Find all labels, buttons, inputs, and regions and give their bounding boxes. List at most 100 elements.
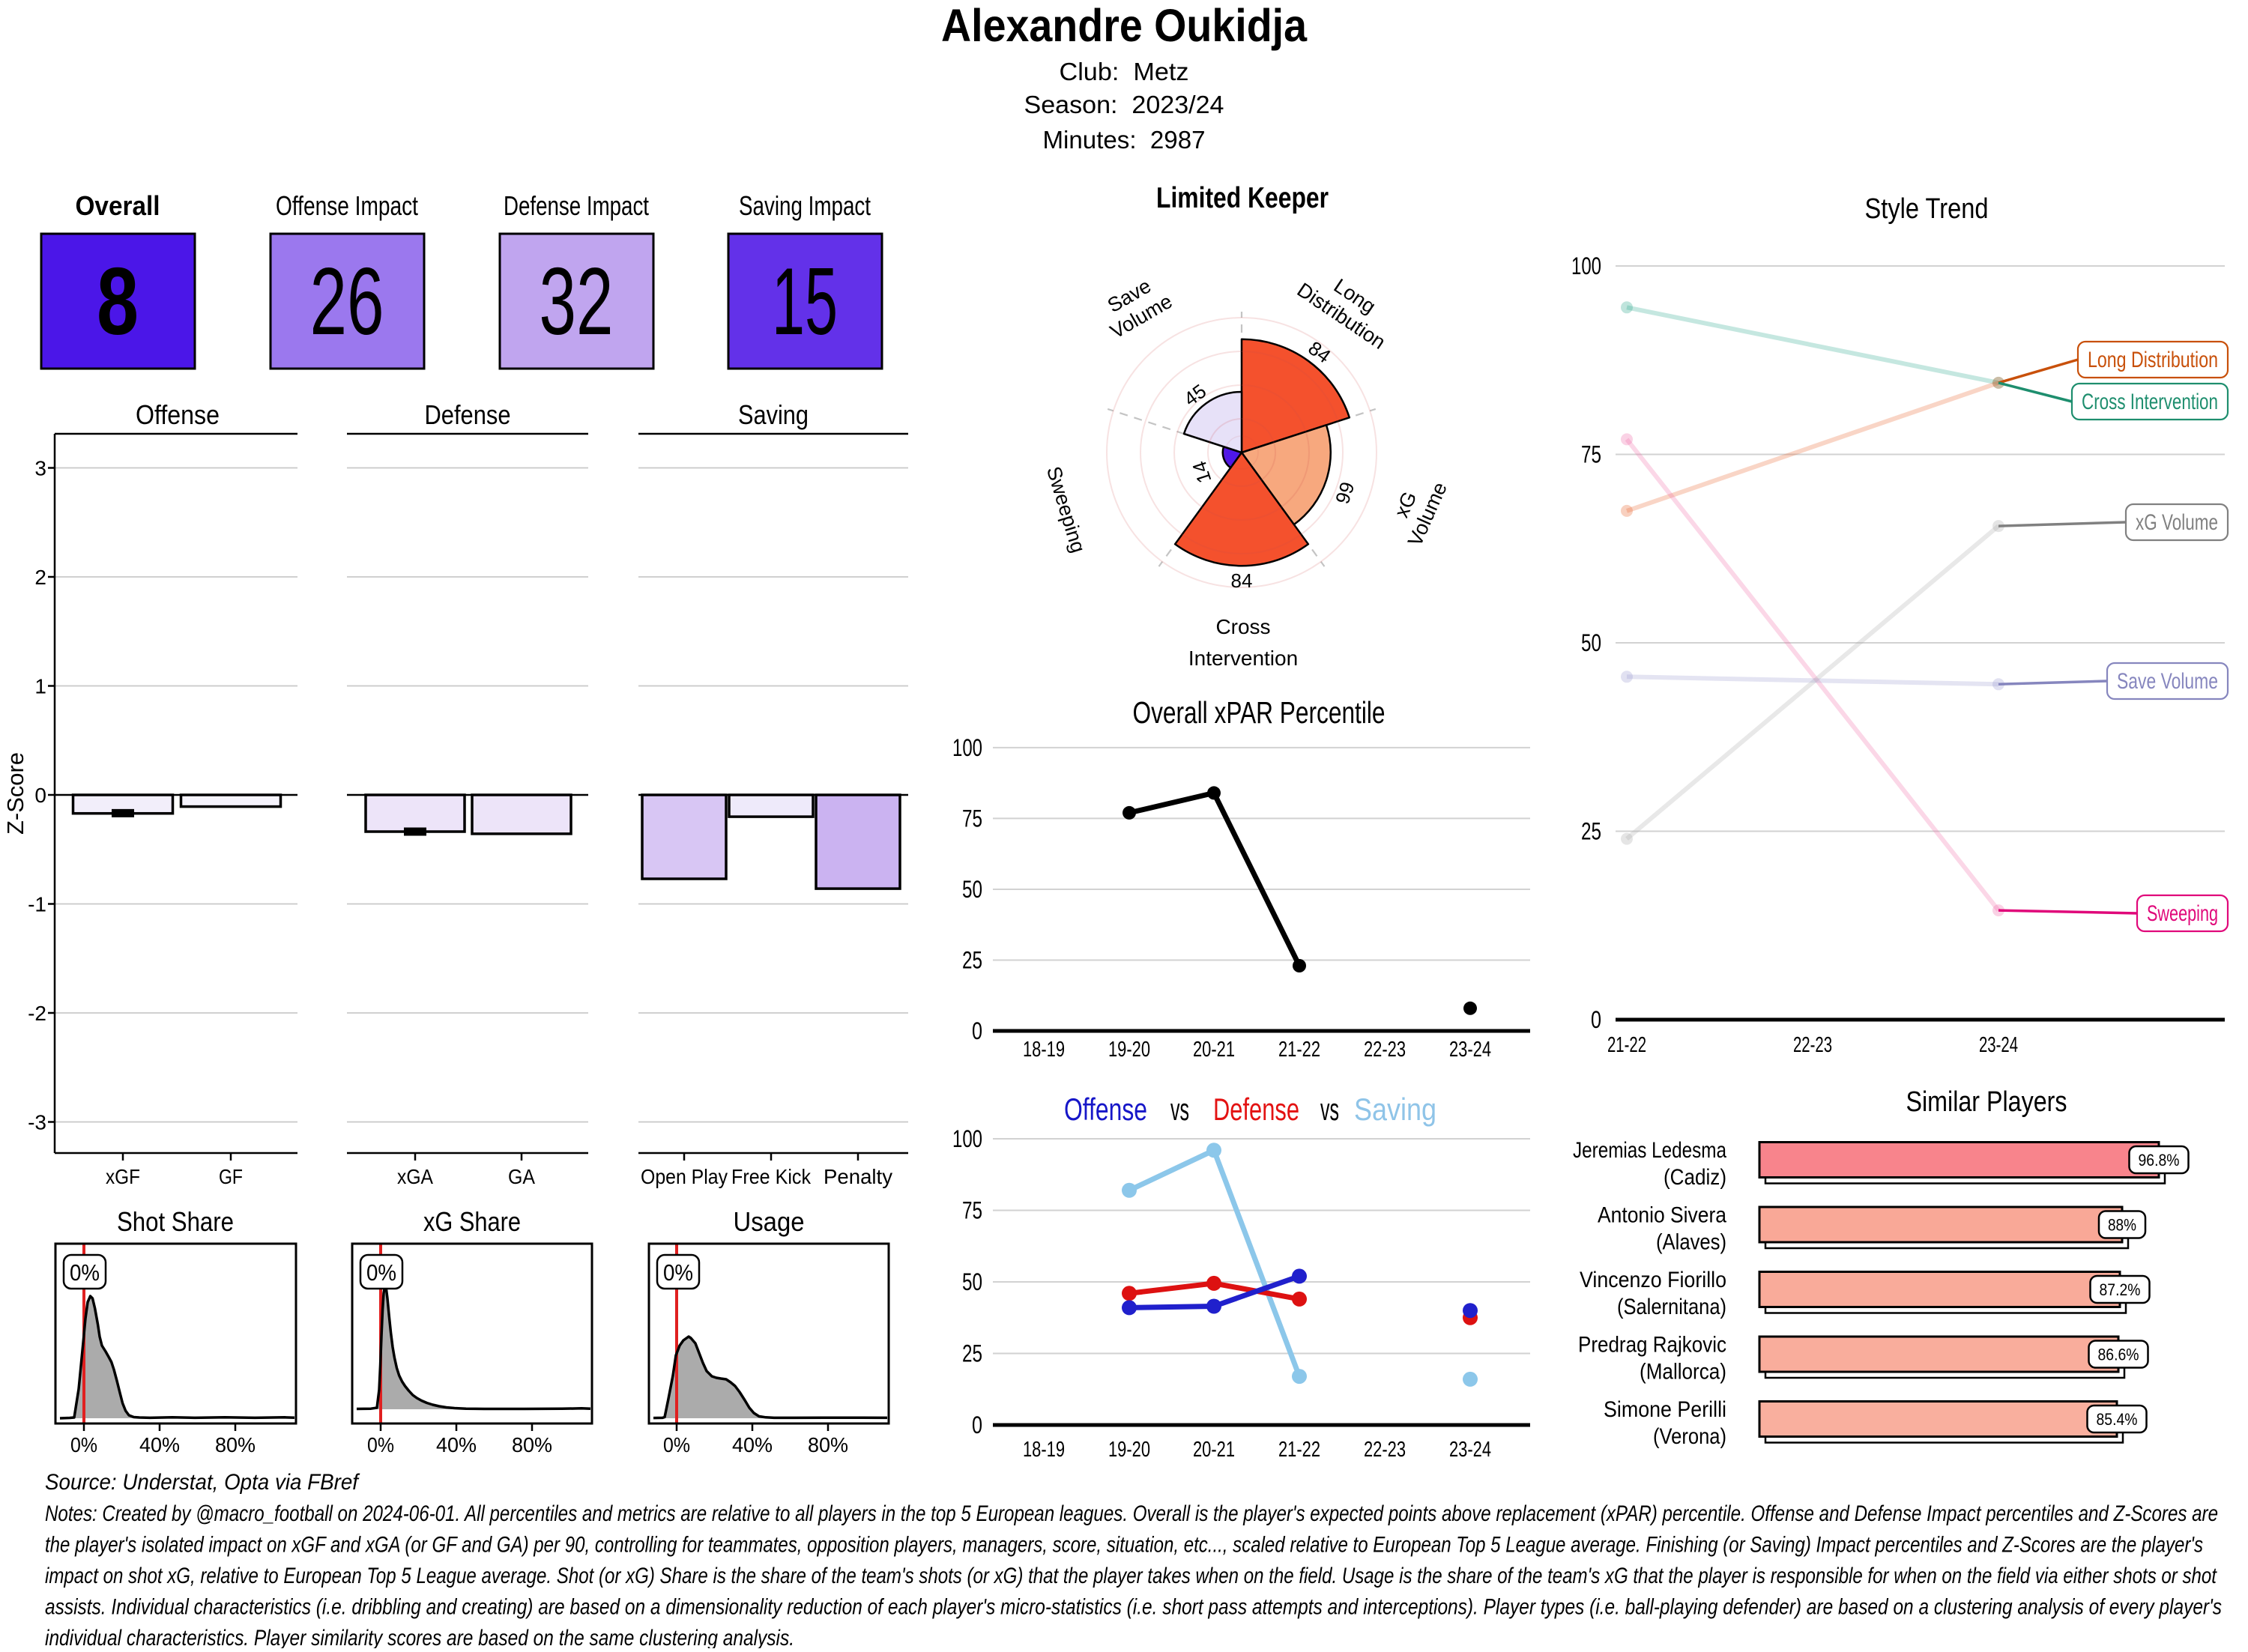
- svg-text:0%: 0%: [70, 1433, 97, 1456]
- svg-text:87.2%: 87.2%: [2100, 1280, 2141, 1299]
- svg-text:40%: 40%: [436, 1433, 477, 1456]
- svg-text:Saving: Saving: [1354, 1092, 1436, 1127]
- svg-text:3: 3: [34, 457, 46, 480]
- svg-text:20-21: 20-21: [1193, 1438, 1235, 1462]
- svg-text:Defense Impact: Defense Impact: [504, 190, 649, 221]
- svg-text:the player's isolated impact o: the player's isolated impact on xGF and …: [45, 1533, 2203, 1558]
- svg-text:Club: Metz: Club: Metz: [1060, 58, 1189, 85]
- svg-text:85.4%: 85.4%: [2097, 1410, 2138, 1429]
- svg-text:84: 84: [1231, 569, 1253, 592]
- svg-text:0: 0: [34, 784, 46, 807]
- svg-text:75: 75: [962, 1197, 982, 1224]
- svg-text:23-24: 23-24: [1979, 1033, 2018, 1057]
- svg-text:Overall: Overall: [76, 190, 160, 221]
- svg-text:Predrag Rajkovic: Predrag Rajkovic: [1578, 1333, 1726, 1358]
- svg-text:0: 0: [972, 1412, 982, 1438]
- svg-text:19-20: 19-20: [1108, 1038, 1150, 1062]
- svg-text:15: 15: [772, 248, 838, 354]
- svg-text:Saving: Saving: [738, 399, 809, 430]
- svg-text:100: 100: [952, 734, 982, 761]
- svg-text:0: 0: [1591, 1006, 1601, 1033]
- svg-text:Defense: Defense: [1213, 1092, 1299, 1127]
- svg-text:Offense: Offense: [136, 399, 220, 430]
- svg-text:40%: 40%: [732, 1433, 773, 1456]
- svg-text:1: 1: [34, 675, 46, 698]
- svg-text:Alexandre Oukidja: Alexandre Oukidja: [941, 0, 1308, 51]
- svg-text:0: 0: [972, 1017, 982, 1044]
- svg-text:Z-Score: Z-Score: [2, 752, 28, 835]
- svg-text:96.8%: 96.8%: [2139, 1151, 2180, 1170]
- svg-text:21-22: 21-22: [1607, 1033, 1646, 1057]
- svg-text:Offense: Offense: [1064, 1092, 1147, 1127]
- svg-text:assists. Individual characteri: assists. Individual characteristics (i.e…: [45, 1595, 2222, 1620]
- svg-text:Shot Share: Shot Share: [117, 1206, 234, 1237]
- svg-text:individual characteristics. Pl: individual characteristics. Player simil…: [45, 1626, 794, 1648]
- svg-text:Vincenzo Fiorillo: Vincenzo Fiorillo: [1580, 1268, 1726, 1292]
- svg-text:Save Volume: Save Volume: [2117, 669, 2218, 694]
- svg-text:25: 25: [962, 1340, 982, 1367]
- svg-text:20-21: 20-21: [1193, 1038, 1235, 1062]
- svg-text:Cross Intervention: Cross Intervention: [2082, 390, 2218, 414]
- svg-text:Defense: Defense: [425, 399, 511, 430]
- svg-text:0%: 0%: [367, 1433, 394, 1456]
- svg-text:(Verona): (Verona): [1653, 1424, 1726, 1449]
- svg-text:23-24: 23-24: [1449, 1038, 1491, 1062]
- svg-text:100: 100: [952, 1125, 982, 1152]
- svg-text:26: 26: [310, 248, 384, 354]
- svg-text:Minutes: 2987: Minutes: 2987: [1043, 126, 1206, 154]
- svg-text:Antonio Sivera: Antonio Sivera: [1598, 1203, 1726, 1228]
- svg-text:Overall xPAR Percentile: Overall xPAR Percentile: [1133, 695, 1386, 730]
- svg-text:100: 100: [1571, 252, 1601, 279]
- svg-text:Sweeping: Sweeping: [2147, 901, 2218, 926]
- svg-text:xG Share: xG Share: [423, 1206, 521, 1237]
- svg-text:0%: 0%: [70, 1259, 100, 1286]
- svg-text:21-22: 21-22: [1278, 1438, 1320, 1462]
- svg-text:(Salernitana): (Salernitana): [1617, 1295, 1726, 1319]
- svg-text:vs: vs: [1320, 1092, 1339, 1127]
- svg-text:GA: GA: [508, 1165, 535, 1188]
- svg-text:xGA: xGA: [397, 1165, 433, 1188]
- svg-text:Intervention: Intervention: [1188, 647, 1298, 670]
- svg-text:80%: 80%: [215, 1433, 256, 1456]
- svg-text:25: 25: [1581, 818, 1601, 845]
- svg-text:80%: 80%: [512, 1433, 552, 1456]
- svg-text:Season: 2023/24: Season: 2023/24: [1024, 91, 1224, 118]
- svg-text:40%: 40%: [139, 1433, 180, 1456]
- svg-text:Limited Keeper: Limited Keeper: [1156, 182, 1329, 214]
- svg-text:18-19: 18-19: [1023, 1038, 1065, 1062]
- svg-text:50: 50: [1581, 629, 1601, 656]
- svg-text:75: 75: [1581, 441, 1601, 468]
- svg-text:Offense Impact: Offense Impact: [276, 190, 418, 221]
- svg-text:0%: 0%: [663, 1433, 690, 1456]
- svg-text:-2: -2: [28, 1002, 46, 1025]
- svg-text:Similar Players: Similar Players: [1906, 1086, 2067, 1118]
- svg-text:Notes: Created by @macro_footb: Notes: Created by @macro_football on 202…: [45, 1501, 2218, 1526]
- svg-text:25: 25: [962, 947, 982, 974]
- svg-text:Simone Perilli: Simone Perilli: [1604, 1397, 1726, 1422]
- svg-text:80%: 80%: [808, 1433, 848, 1456]
- svg-text:22-23: 22-23: [1364, 1038, 1406, 1062]
- svg-text:xG Volume: xG Volume: [2136, 510, 2218, 535]
- svg-text:Free Kick: Free Kick: [731, 1165, 812, 1188]
- svg-text:50: 50: [962, 1268, 982, 1295]
- svg-text:Cross: Cross: [1215, 615, 1270, 638]
- svg-text:Long Distribution: Long Distribution: [2088, 348, 2218, 372]
- svg-text:18-19: 18-19: [1023, 1438, 1065, 1462]
- svg-text:23-24: 23-24: [1449, 1438, 1491, 1462]
- svg-text:2: 2: [34, 566, 46, 589]
- svg-text:(Alaves): (Alaves): [1656, 1230, 1726, 1255]
- svg-text:50: 50: [962, 876, 982, 903]
- svg-text:Source: Understat, Opta via FB: Source: Understat, Opta via FBref: [45, 1470, 360, 1495]
- svg-text:75: 75: [962, 805, 982, 832]
- svg-text:impact on shot xG, relative to: impact on shot xG, relative to European …: [45, 1564, 2217, 1588]
- svg-text:Usage: Usage: [734, 1206, 805, 1237]
- svg-text:22-23: 22-23: [1793, 1033, 1832, 1057]
- svg-text:86.6%: 86.6%: [2098, 1346, 2139, 1364]
- svg-text:(Mallorca): (Mallorca): [1640, 1360, 1726, 1385]
- svg-text:Jeremias Ledesma: Jeremias Ledesma: [1573, 1138, 1726, 1163]
- svg-text:8: 8: [97, 248, 139, 354]
- svg-text:vs: vs: [1170, 1092, 1189, 1127]
- svg-text:(Cadiz): (Cadiz): [1664, 1165, 1726, 1190]
- svg-text:32: 32: [540, 248, 614, 354]
- svg-text:21-22: 21-22: [1278, 1038, 1320, 1062]
